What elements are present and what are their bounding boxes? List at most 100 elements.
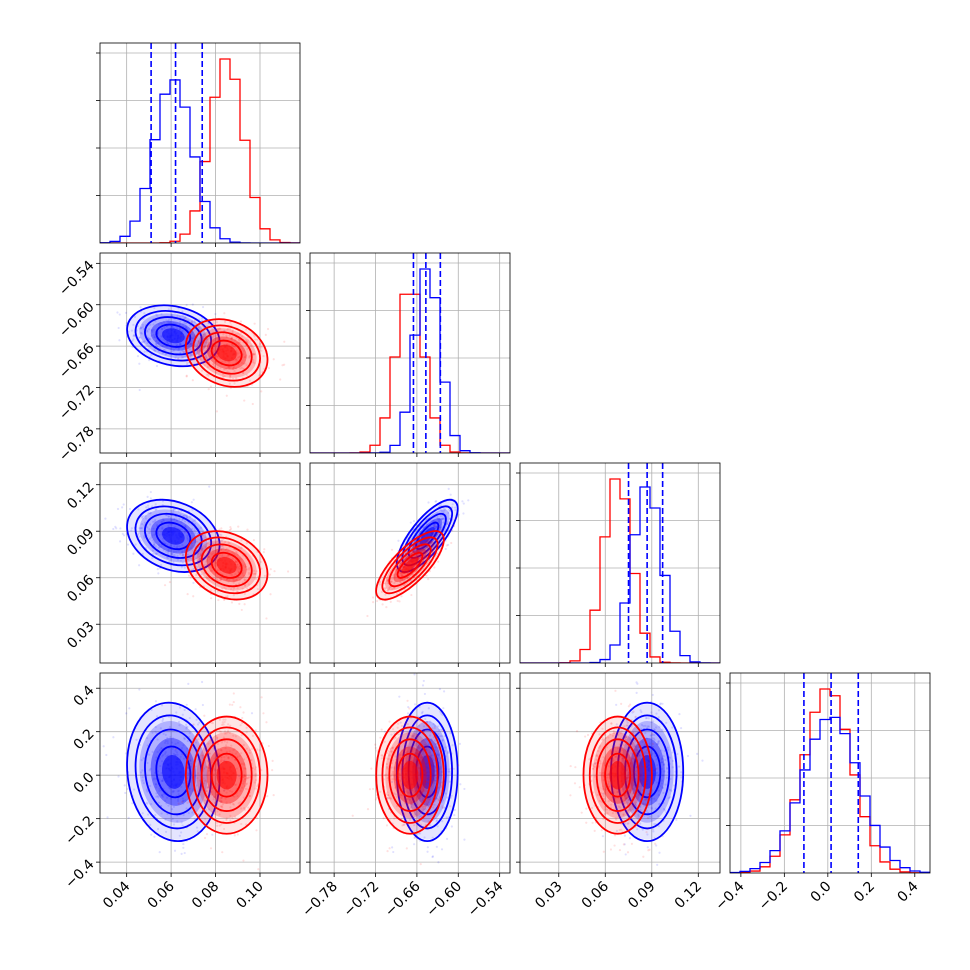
scatter-point: [667, 797, 670, 800]
scatter-point: [232, 579, 235, 582]
scatter-point: [203, 714, 206, 717]
scatter-point: [223, 586, 226, 589]
scatter-point: [227, 729, 230, 732]
scatter-point: [386, 797, 389, 800]
scatter-point: [205, 833, 209, 836]
scatter-point: [463, 838, 466, 841]
scatter-point: [174, 747, 177, 751]
scatter-point: [205, 355, 208, 358]
scatter-point: [253, 335, 256, 338]
scatter-point: [234, 561, 238, 564]
scatter-point: [247, 806, 250, 809]
scatter-point: [192, 723, 195, 726]
scatter-point: [680, 776, 683, 779]
scatter-point: [450, 767, 453, 770]
scatter-point: [196, 777, 199, 780]
histogram-series-0: [310, 268, 510, 453]
scatter-point: [389, 797, 392, 800]
scatter-point: [150, 328, 153, 332]
scatter-point: [458, 742, 462, 745]
scatter-point: [408, 818, 411, 821]
scatter-point: [236, 563, 239, 566]
scatter-point: [218, 718, 221, 721]
scatter-point: [441, 738, 445, 741]
scatter-point: [385, 606, 388, 609]
scatter-point: [441, 885, 443, 887]
scatter-point: [244, 775, 247, 778]
scatter-point: [209, 793, 212, 796]
scatter-point: [611, 759, 615, 762]
scatter-point: [401, 731, 404, 734]
scatter-point: [234, 338, 237, 342]
scatter-point: [405, 800, 408, 803]
scatter-point: [189, 354, 192, 357]
scatter-point: [234, 358, 237, 362]
scatter-point: [410, 805, 413, 809]
scatter-point: [613, 834, 617, 837]
scatter-point: [427, 827, 430, 830]
scatter-point: [635, 743, 638, 746]
scatter-point: [242, 362, 246, 365]
scatter-point: [205, 350, 208, 353]
scatter-point: [152, 520, 155, 523]
scatter-point: [615, 750, 618, 753]
scatter-point: [217, 327, 220, 331]
scatter-point: [657, 716, 660, 719]
scatter-point: [622, 813, 625, 816]
scatter-point: [156, 827, 160, 831]
scatter-point: [152, 552, 155, 556]
scatter-point: [652, 728, 656, 731]
scatter-point: [194, 708, 197, 711]
scatter-point: [158, 789, 161, 792]
scatter-point: [427, 577, 430, 581]
scatter-point: [229, 806, 232, 809]
scatter-point: [151, 556, 154, 560]
scatter-point: [425, 720, 429, 724]
scatter-point: [214, 364, 217, 367]
scatter-point: [429, 824, 432, 827]
density-contour: [604, 752, 632, 798]
scatter-point: [237, 341, 240, 344]
scatter-point: [200, 548, 203, 551]
scatter-point: [431, 836, 434, 839]
scatter-point: [186, 534, 189, 537]
scatter-point: [155, 345, 158, 348]
scatter-point: [244, 565, 247, 568]
scatter-point: [191, 379, 194, 382]
scatter-point: [201, 754, 204, 757]
scatter-point: [398, 773, 401, 776]
scatter-point: [149, 823, 152, 826]
scatter-point: [394, 786, 397, 789]
scatter-point: [227, 541, 230, 544]
scatter-point: [629, 736, 632, 739]
scatter-point: [248, 379, 252, 382]
scatter-point: [160, 760, 164, 763]
scatter-point: [651, 737, 654, 740]
scatter-point: [438, 786, 441, 789]
scatter-point: [167, 342, 170, 345]
scatter-point: [394, 737, 397, 740]
scatter-point: [213, 768, 216, 771]
scatter-point: [399, 753, 402, 757]
scatter-point: [415, 550, 419, 553]
scatter-point: [228, 366, 231, 369]
scatter-point: [427, 743, 430, 746]
x-tick-label: 0.0: [808, 879, 835, 906]
scatter-point: [245, 542, 248, 545]
scatter-point: [422, 725, 426, 728]
scatter-point: [187, 574, 191, 577]
scatter-point: [143, 312, 146, 315]
scatter-point: [394, 580, 397, 583]
scatter-point: [209, 550, 212, 553]
scatter-point: [185, 514, 188, 517]
scatter-point: [139, 771, 143, 774]
scatter-point: [238, 582, 241, 585]
scatter-point: [186, 536, 189, 539]
scatter-point: [189, 322, 192, 325]
scatter-point: [368, 788, 372, 791]
scatter-point: [121, 506, 124, 509]
scatter-point: [178, 518, 181, 521]
scatter-point: [201, 754, 204, 757]
scatter-point: [446, 543, 450, 547]
scatter-point: [434, 527, 438, 530]
